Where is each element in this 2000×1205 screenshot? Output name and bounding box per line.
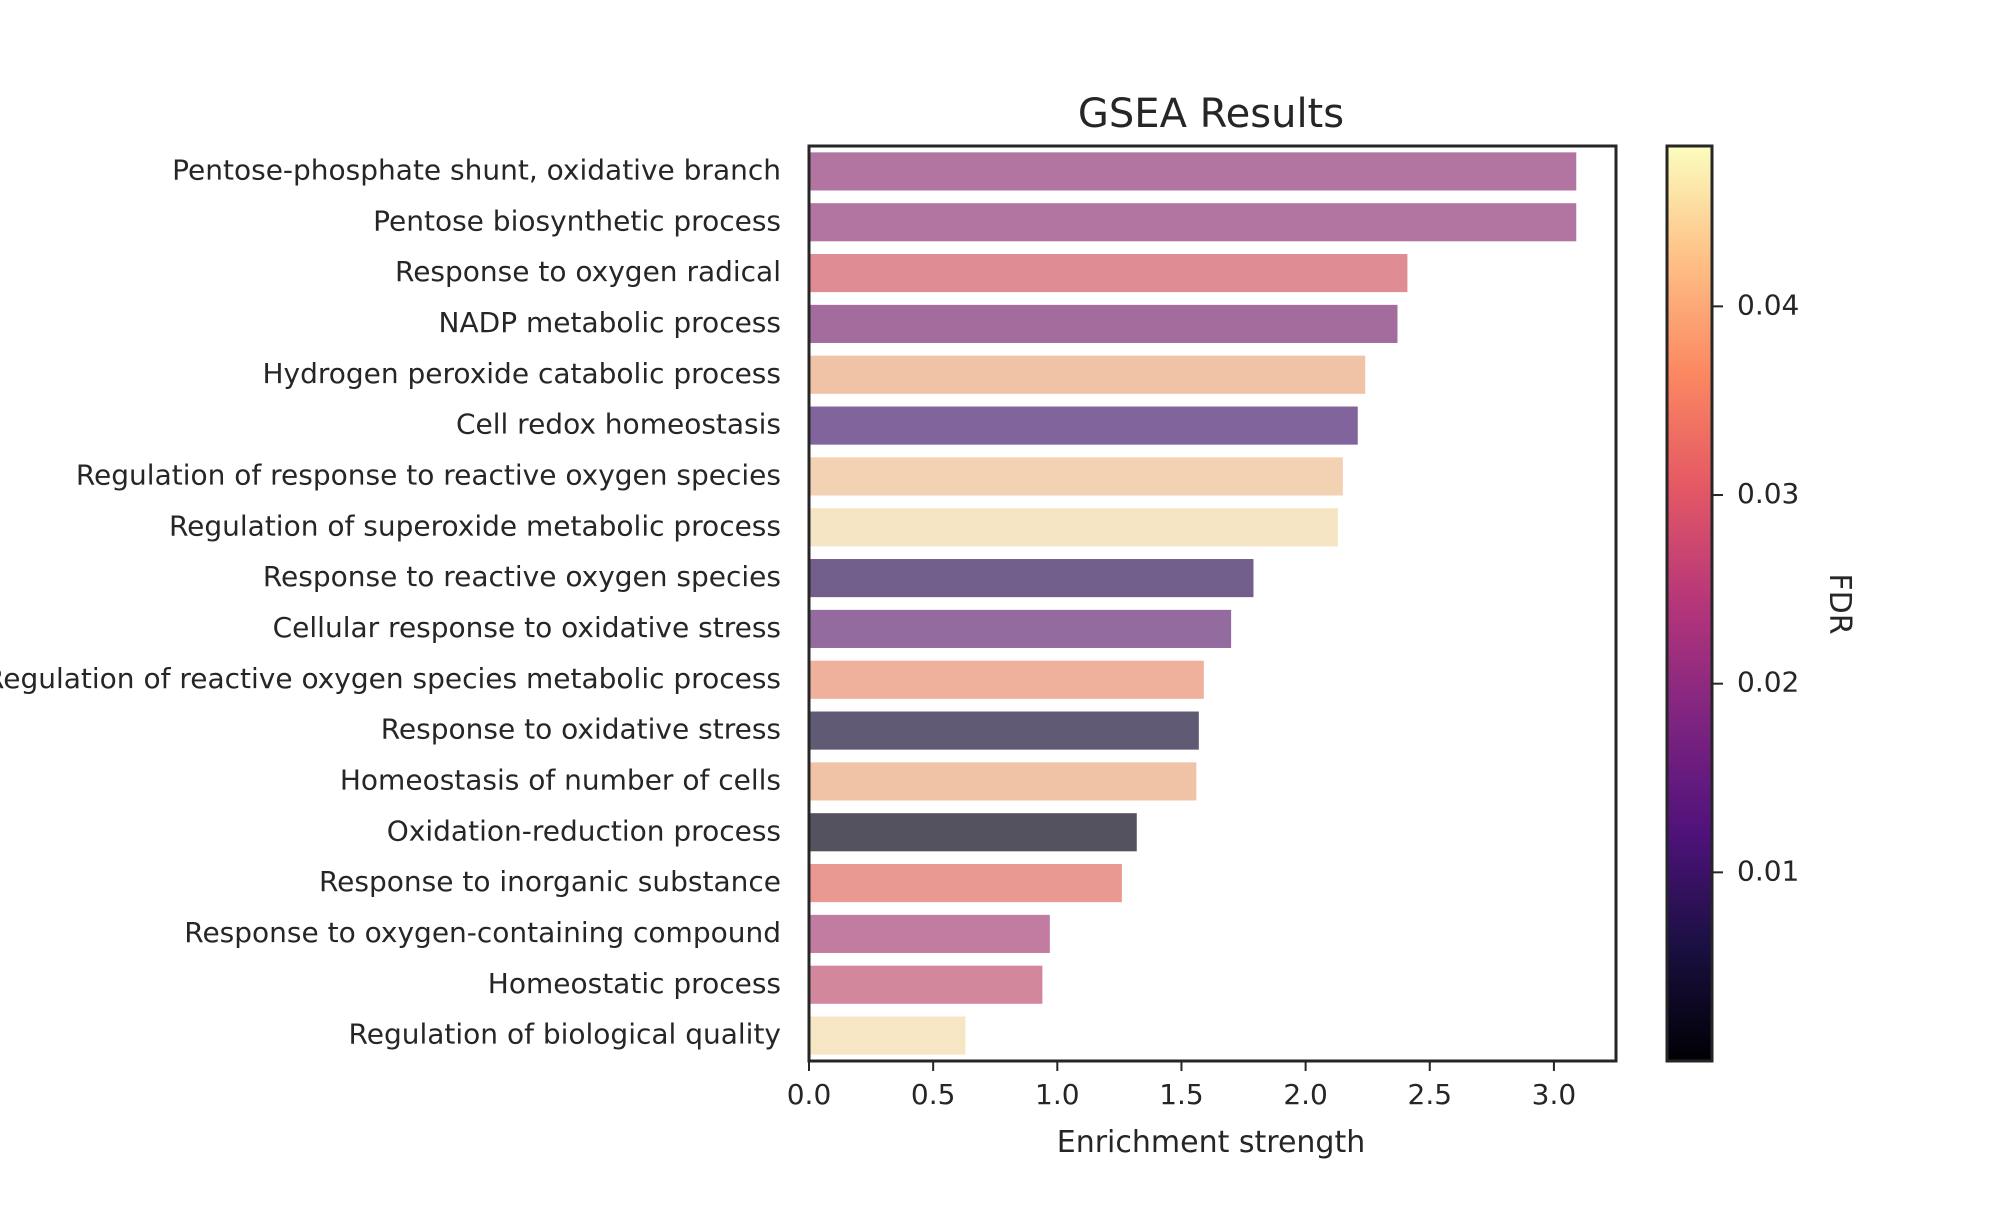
bar <box>809 406 1358 445</box>
category-label: Pentose biosynthetic process <box>373 204 781 237</box>
category-label: Homeostatic process <box>488 967 781 1000</box>
bar <box>809 508 1338 547</box>
plot-frame <box>807 144 1618 1063</box>
category-label: Homeostasis of number of cells <box>340 763 781 796</box>
category-label: NADP metabolic process <box>439 306 781 339</box>
x-axis-ticks: 0.0 0.5 1.0 1.5 2.0 2.5 3.0 <box>787 1061 1576 1111</box>
chart-title: GSEA Results <box>1078 91 1344 137</box>
bar <box>809 762 1197 801</box>
bar <box>809 609 1232 648</box>
bar <box>809 254 1408 293</box>
colorbar <box>1665 144 1714 1063</box>
bars-layer <box>809 152 1577 1055</box>
x-axis-label: Enrichment strength <box>1057 1125 1366 1160</box>
x-tick-label: 3.0 <box>1532 1078 1577 1111</box>
category-label: Response to oxygen-containing compound <box>184 916 781 949</box>
category-label: Response to oxygen radical <box>395 255 781 288</box>
category-label: Regulation of response to reactive oxyge… <box>76 458 781 491</box>
x-tick-label: 1.0 <box>1035 1078 1080 1111</box>
colorbar-tick-label: 0.04 <box>1737 288 1799 321</box>
bar <box>809 559 1254 598</box>
category-labels: Pentose-phosphate shunt, oxidative branc… <box>0 153 781 1050</box>
category-label: Response to reactive oxygen species <box>263 560 781 593</box>
colorbar-tick-label: 0.01 <box>1737 854 1799 887</box>
x-tick-label: 2.0 <box>1283 1078 1328 1111</box>
x-tick-label: 0.5 <box>911 1078 956 1111</box>
category-label: Regulation of superoxide metabolic proce… <box>169 509 781 542</box>
category-label: Response to oxidative stress <box>381 713 781 746</box>
category-label: Regulation of reactive oxygen species me… <box>0 662 781 695</box>
category-label: Response to inorganic substance <box>319 865 781 898</box>
colorbar-tick-label: 0.02 <box>1737 666 1799 699</box>
category-label: Regulation of biological quality <box>349 1018 781 1051</box>
bar <box>809 711 1199 750</box>
category-label: Hydrogen peroxide catabolic process <box>262 357 781 390</box>
bar <box>809 864 1122 903</box>
colorbar-ticks: 0.01 0.02 0.03 0.04 <box>1712 288 1799 887</box>
bar <box>809 304 1398 343</box>
bar <box>809 914 1050 953</box>
bar <box>809 813 1137 852</box>
bar <box>809 1016 966 1055</box>
bar <box>809 152 1577 191</box>
bar <box>809 965 1043 1004</box>
colorbar-label: FDR <box>1822 573 1857 634</box>
bar <box>809 660 1204 699</box>
category-label: Cell redox homeostasis <box>456 408 781 441</box>
x-tick-label: 0.0 <box>787 1078 832 1111</box>
category-label: Cellular response to oxidative stress <box>273 611 781 644</box>
bar <box>809 355 1366 394</box>
x-tick-label: 1.5 <box>1159 1078 1204 1111</box>
bar <box>809 203 1577 242</box>
bar <box>809 457 1343 496</box>
colorbar-tick-label: 0.03 <box>1737 477 1799 510</box>
x-tick-label: 2.5 <box>1408 1078 1453 1111</box>
category-label: Oxidation-reduction process <box>387 814 781 847</box>
category-label: Pentose-phosphate shunt, oxidative branc… <box>172 153 781 186</box>
